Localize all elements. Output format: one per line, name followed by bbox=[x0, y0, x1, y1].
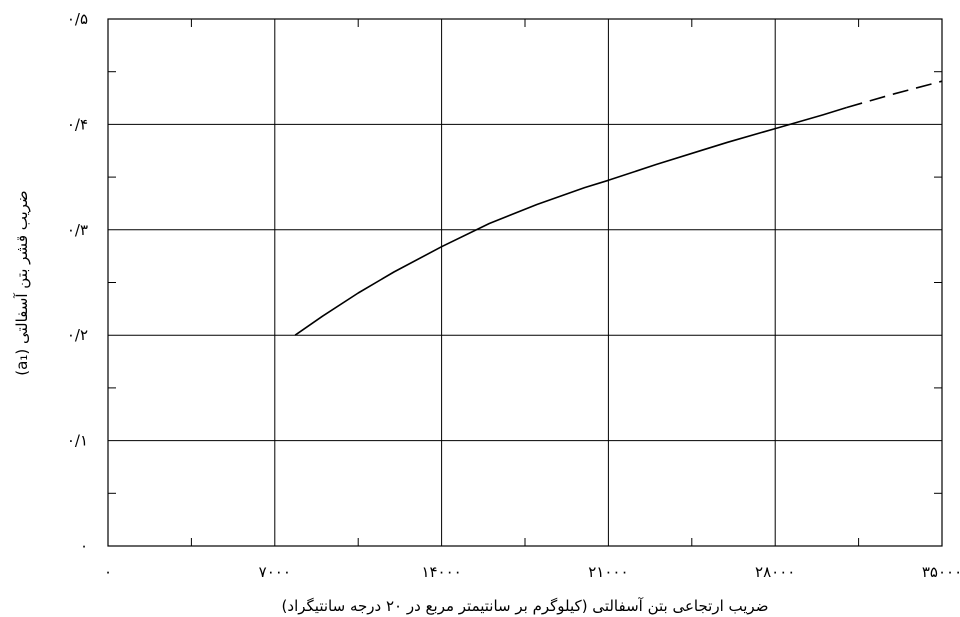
series-line-dashed bbox=[846, 80, 943, 109]
plot-frame bbox=[107, 18, 943, 547]
x-tick-label: ۷۰۰۰ bbox=[259, 563, 291, 581]
y-tick-label: ۰/۵ bbox=[67, 10, 88, 28]
y-tick-label: ۰/۳ bbox=[67, 221, 88, 239]
x-tick-label: ۲۸۰۰۰ bbox=[755, 563, 795, 581]
x-tick-label: ۳۵۰۰۰ bbox=[922, 563, 960, 581]
y-tick-label: ۰/۴ bbox=[67, 115, 88, 133]
series-line bbox=[294, 106, 847, 336]
x-tick-labels: ۰ ۷۰۰۰ ۱۴۰۰۰ ۲۱۰۰۰ ۲۸۰۰۰ ۳۵۰۰۰ bbox=[104, 563, 960, 581]
axis-ticks bbox=[108, 19, 942, 546]
x-axis-label: ضریب ارتجاعی بتن آسفالتی (کیلوگرم بر سان… bbox=[282, 597, 769, 615]
y-tick-label: ۰ bbox=[80, 537, 88, 555]
x-tick-label: ۱۴۰۰۰ bbox=[421, 563, 461, 581]
x-tick-label: ۲۱۰۰۰ bbox=[588, 563, 628, 581]
y-tick-labels: ۰ ۰/۱ ۰/۲ ۰/۳ ۰/۴ ۰/۵ bbox=[67, 10, 88, 555]
grid bbox=[108, 19, 942, 546]
y-tick-label: ۰/۱ bbox=[67, 432, 88, 450]
series-layer bbox=[294, 80, 943, 336]
x-tick-label: ۰ bbox=[104, 563, 112, 581]
y-axis-label: ضریب قشر بتن آسفالتی (a₁) bbox=[13, 190, 31, 375]
y-tick-label: ۰/۲ bbox=[67, 326, 88, 344]
